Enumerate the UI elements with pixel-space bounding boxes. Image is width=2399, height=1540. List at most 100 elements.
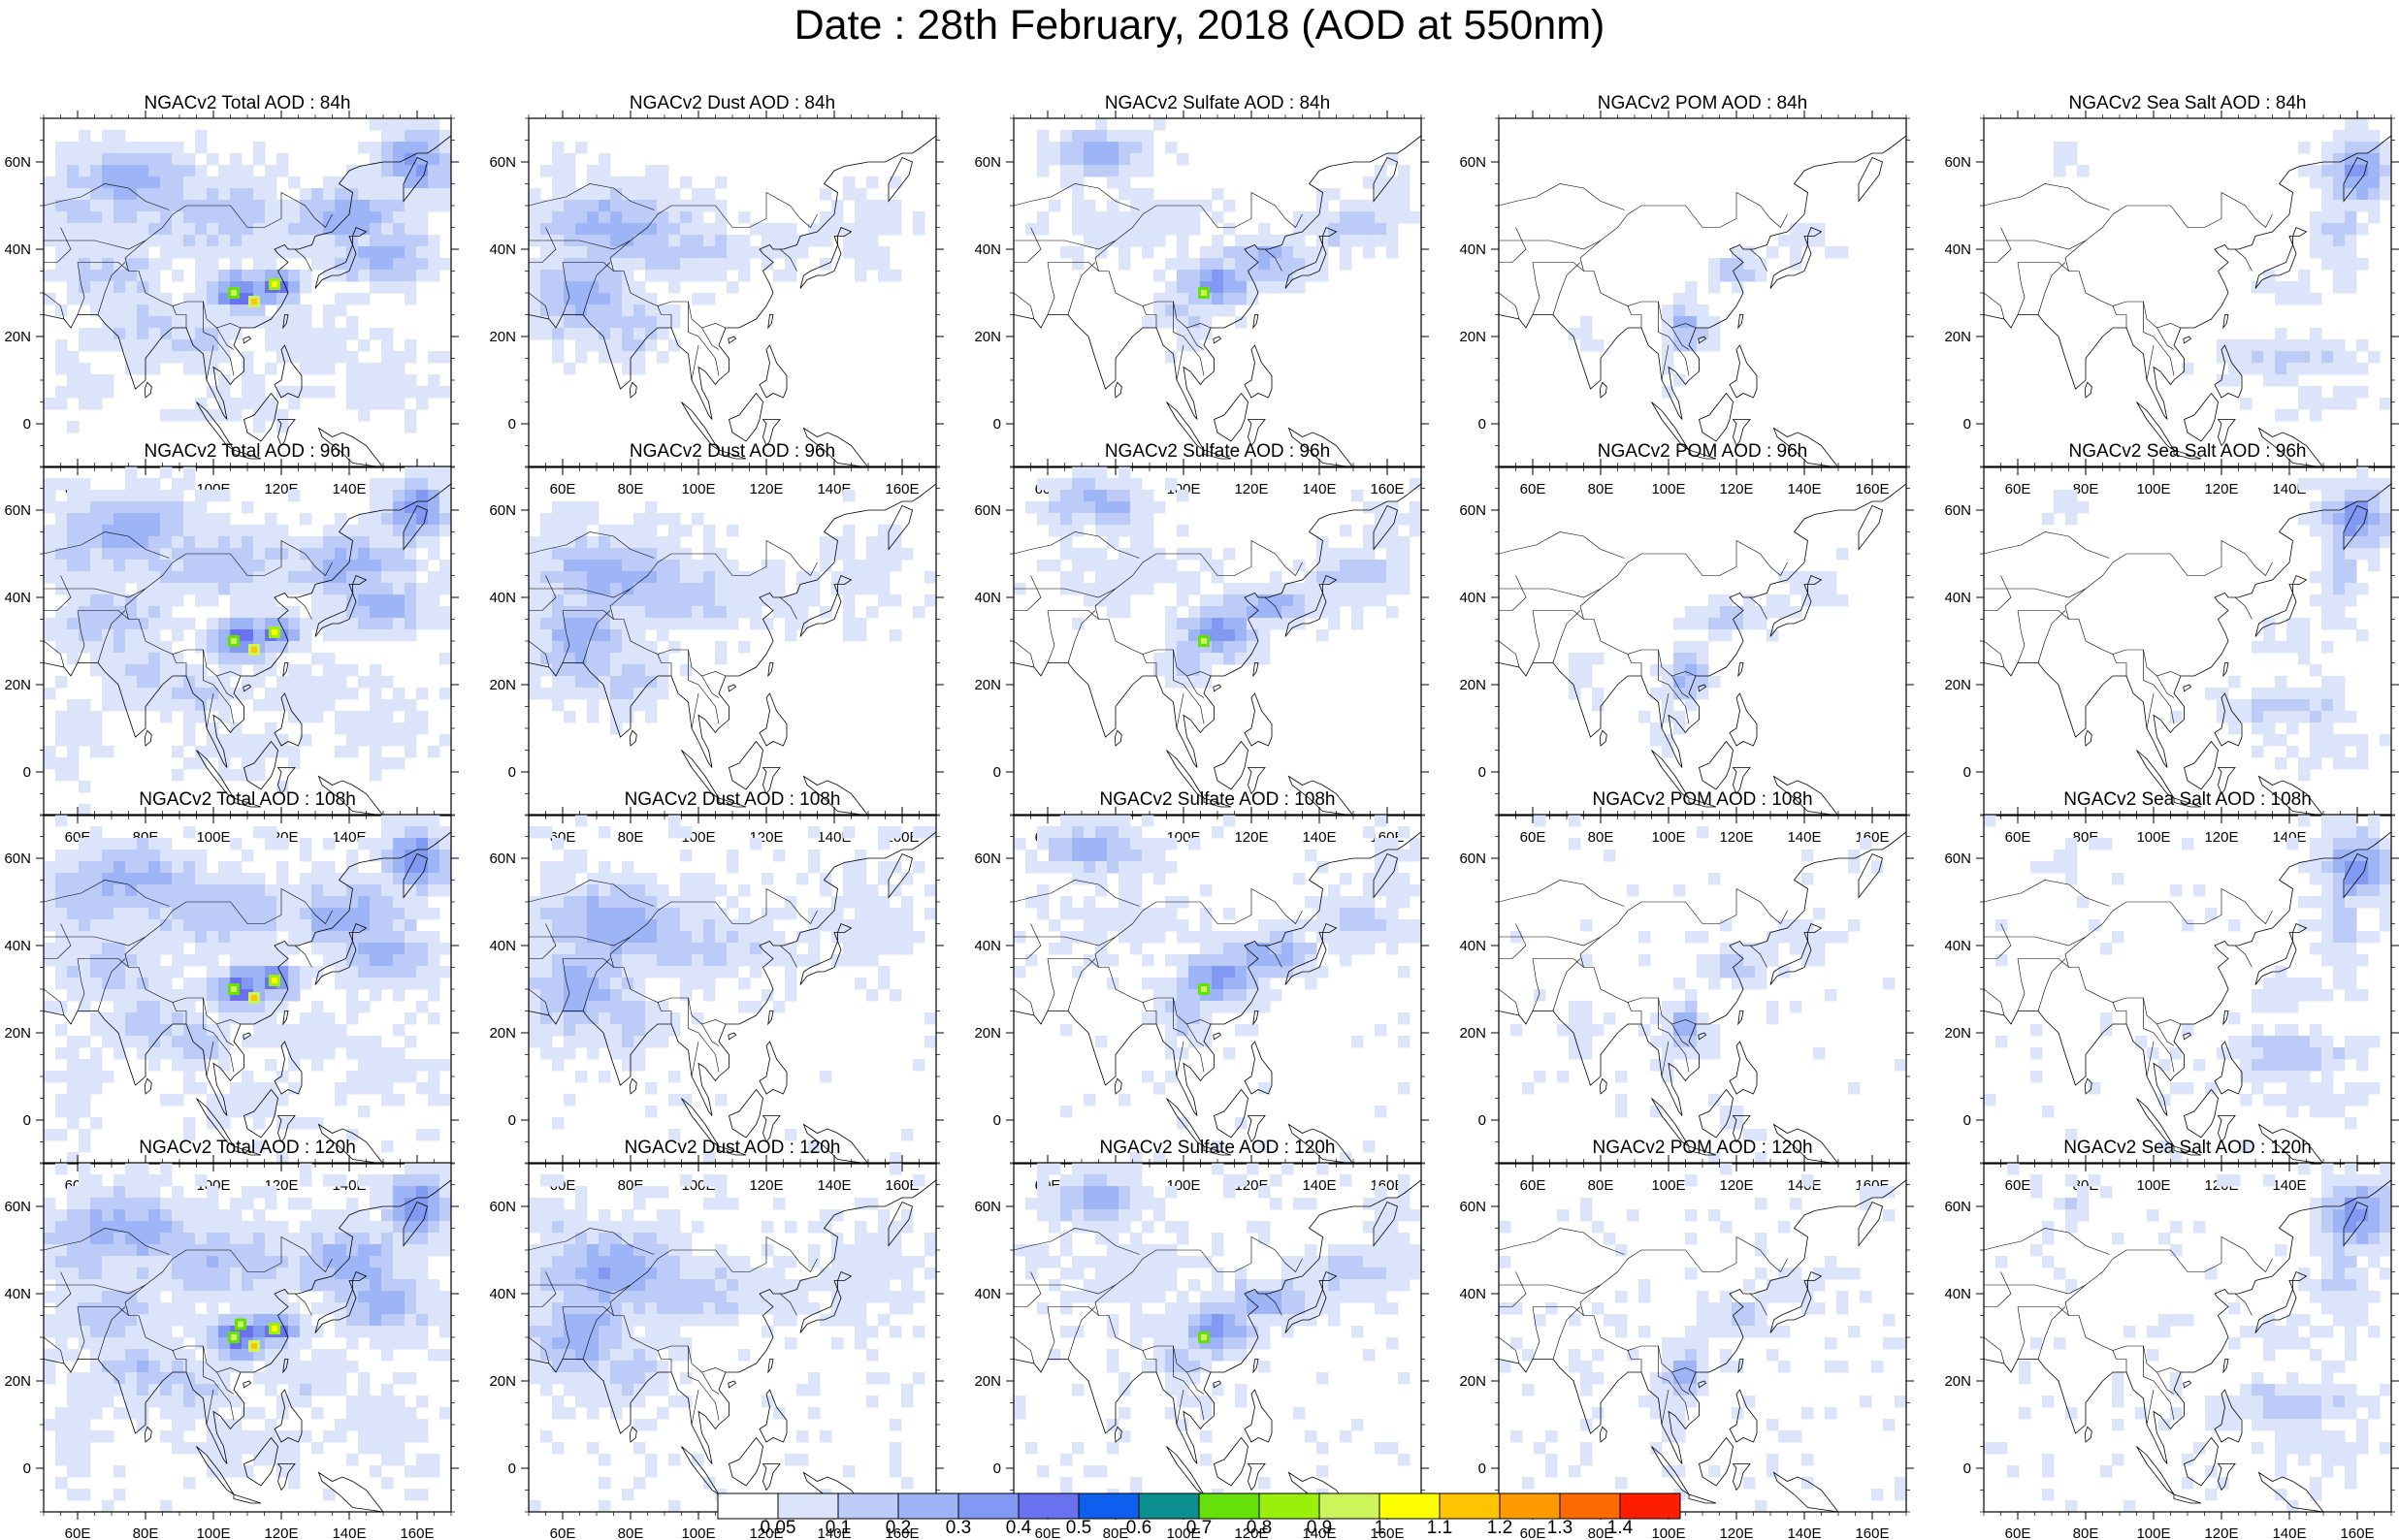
lat-tick-label: 20N <box>489 329 516 345</box>
lon-tick-label: 120E <box>2204 829 2238 846</box>
colorbar-box <box>717 1492 779 1520</box>
lat-tick-label: 60N <box>1944 1199 1971 1215</box>
lon-tick-label: 60E <box>1520 829 1546 846</box>
lat-tick-label: 60N <box>1459 502 1486 519</box>
lon-tick-label: 160E <box>1370 1525 1404 1540</box>
lon-tick-label: 100E <box>2136 1525 2170 1540</box>
coastlines <box>1499 466 1906 816</box>
lat-tick-label: 40N <box>974 590 1001 606</box>
colorbar-box <box>837 1492 899 1520</box>
colorbar-box <box>1619 1492 1681 1520</box>
lon-tick-label: 140E <box>1302 829 1336 846</box>
aod-field <box>44 1163 451 1512</box>
lat-tick-label: 40N <box>489 241 516 258</box>
lat-tick-label: 40N <box>1944 938 1971 954</box>
lat-tick-label: 20N <box>1459 1025 1486 1042</box>
lat-tick-label: 20N <box>489 1373 516 1390</box>
aod-field <box>1569 223 1849 399</box>
panel-pom-0: NGACv2 POM AOD : 84h 60E 80E 100E 120E 140E 16… <box>1459 93 1914 497</box>
aod-field <box>1499 1163 1906 1512</box>
coastlines <box>44 118 451 467</box>
coastlines <box>44 815 451 1164</box>
lat-tick-label: 20N <box>974 1373 1001 1390</box>
lat-tick-label: 60N <box>1944 850 1971 867</box>
aod-field <box>44 815 451 1164</box>
lon-tick-label: 140E <box>2272 481 2306 497</box>
lon-tick-label: 100E <box>681 1525 715 1540</box>
panel-seasalt-2: NGACv2 Sea Salt AOD : 108h60E80E100E120E… <box>1944 789 2399 1194</box>
lat-tick-label: 40N <box>4 241 31 258</box>
lat-tick-label: 40N <box>1944 1286 1971 1302</box>
lon-tick-label: 160E <box>1855 1525 1889 1540</box>
lat-tick-label: 40N <box>974 241 1001 258</box>
panel-title: NGACv2 Sea Salt AOD : 84h <box>2068 93 2306 113</box>
lon-tick-label: 120E <box>264 1525 298 1540</box>
aod-field <box>1569 548 1849 758</box>
lon-tick-label: 140E <box>817 1525 851 1540</box>
lat-tick-label: 20N <box>1459 1373 1486 1390</box>
lat-tick-label: 20N <box>4 677 31 693</box>
coastlines <box>1984 1163 2391 1512</box>
colorbar-label: 1.3 <box>1546 1518 1573 1538</box>
lon-tick-label: 80E <box>618 829 644 846</box>
lon-tick-label: 120E <box>1234 829 1268 846</box>
colorbar-box <box>1138 1492 1200 1520</box>
colorbar-box <box>777 1492 839 1520</box>
lon-tick-label: 80E <box>2073 481 2099 497</box>
lat-tick-label: 60N <box>489 502 516 519</box>
lon-tick-label: 140E <box>1302 481 1336 497</box>
lon-tick-label: 60E <box>550 1525 576 1540</box>
lon-tick-label: 100E <box>1651 1177 1685 1194</box>
lon-tick-label: 80E <box>1588 1525 1614 1540</box>
colorbar-label: 0.1 <box>825 1518 852 1538</box>
lat-tick-label: 20N <box>1459 677 1486 693</box>
lat-tick-label: 0 <box>508 416 516 433</box>
coastlines <box>529 118 936 467</box>
colorbar <box>717 1492 1681 1520</box>
colorbar-box <box>1018 1492 1080 1520</box>
colorbar-label: 0.7 <box>1185 1518 1213 1538</box>
lon-tick-label: 140E <box>332 1525 366 1540</box>
lat-tick-label: 40N <box>4 938 31 954</box>
lat-tick-label: 0 <box>23 1112 31 1129</box>
colorbar-label: 0.5 <box>1065 1518 1092 1538</box>
coastlines <box>1499 1163 1906 1512</box>
lon-tick-label: 60E <box>2005 481 2031 497</box>
lat-tick-label: 40N <box>1459 1286 1486 1302</box>
lat-tick-label: 60N <box>1459 850 1486 867</box>
lat-tick-label: 40N <box>489 938 516 954</box>
panel-title: NGACv2 Sea Salt AOD : 96h <box>2068 441 2306 462</box>
aod-field <box>1025 118 1421 364</box>
aod-field <box>529 490 936 735</box>
lon-tick-label: 100E <box>2136 481 2170 497</box>
panel-total-3: NGACv2 Total AOD : 120h 60E 80E 100E 120E 140… <box>4 1138 459 1540</box>
coastlines <box>1014 815 1421 1164</box>
coastlines <box>1984 118 2391 467</box>
lon-tick-label: 100E <box>1651 481 1685 497</box>
lat-tick-label: 0 <box>23 1460 31 1477</box>
lat-tick-label: 20N <box>1944 1025 1971 1042</box>
colorbar-label: 1.2 <box>1486 1518 1513 1538</box>
lon-tick-label: 80E <box>133 1525 159 1540</box>
colorbar-label: 1 <box>1374 1518 1385 1538</box>
panel-sulfate-0: NGACv2 Sulfate AOD : 84h60E80E100E120E14… <box>974 93 1429 497</box>
colorbar-box <box>1499 1492 1561 1520</box>
colorbar-box <box>1559 1492 1621 1520</box>
lat-tick-label: 60N <box>1944 502 1971 519</box>
lat-tick-label: 40N <box>1944 241 1971 258</box>
colorbar-label: 1.4 <box>1606 1518 1634 1538</box>
panel-pom-1: NGACv2 POM AOD : 96h 60E 80E 100E 120E 140E 16… <box>1459 441 1914 846</box>
lat-tick-label: 0 <box>1963 764 1971 781</box>
panel-dust-3: NGACv2 Dust AOD : 120h 60E 80E 100E 120E 140E… <box>489 1138 944 1540</box>
lat-tick-label: 20N <box>1944 677 1971 693</box>
panel-title: NGACv2 Dust AOD : 108h <box>625 789 841 810</box>
colorbar-box <box>1258 1492 1320 1520</box>
figure-title: Date : 28th February, 2018 (AOD at 550nm… <box>794 2 1605 48</box>
colorbar-label: 0.05 <box>760 1518 796 1538</box>
lon-tick-label: 100E <box>2136 1177 2170 1194</box>
lon-tick-label: 80E <box>618 481 644 497</box>
lat-tick-label: 20N <box>1944 329 1971 345</box>
lat-tick-label: 0 <box>1963 416 1971 433</box>
lat-tick-label: 0 <box>508 1112 516 1129</box>
lat-tick-label: 20N <box>974 677 1001 693</box>
